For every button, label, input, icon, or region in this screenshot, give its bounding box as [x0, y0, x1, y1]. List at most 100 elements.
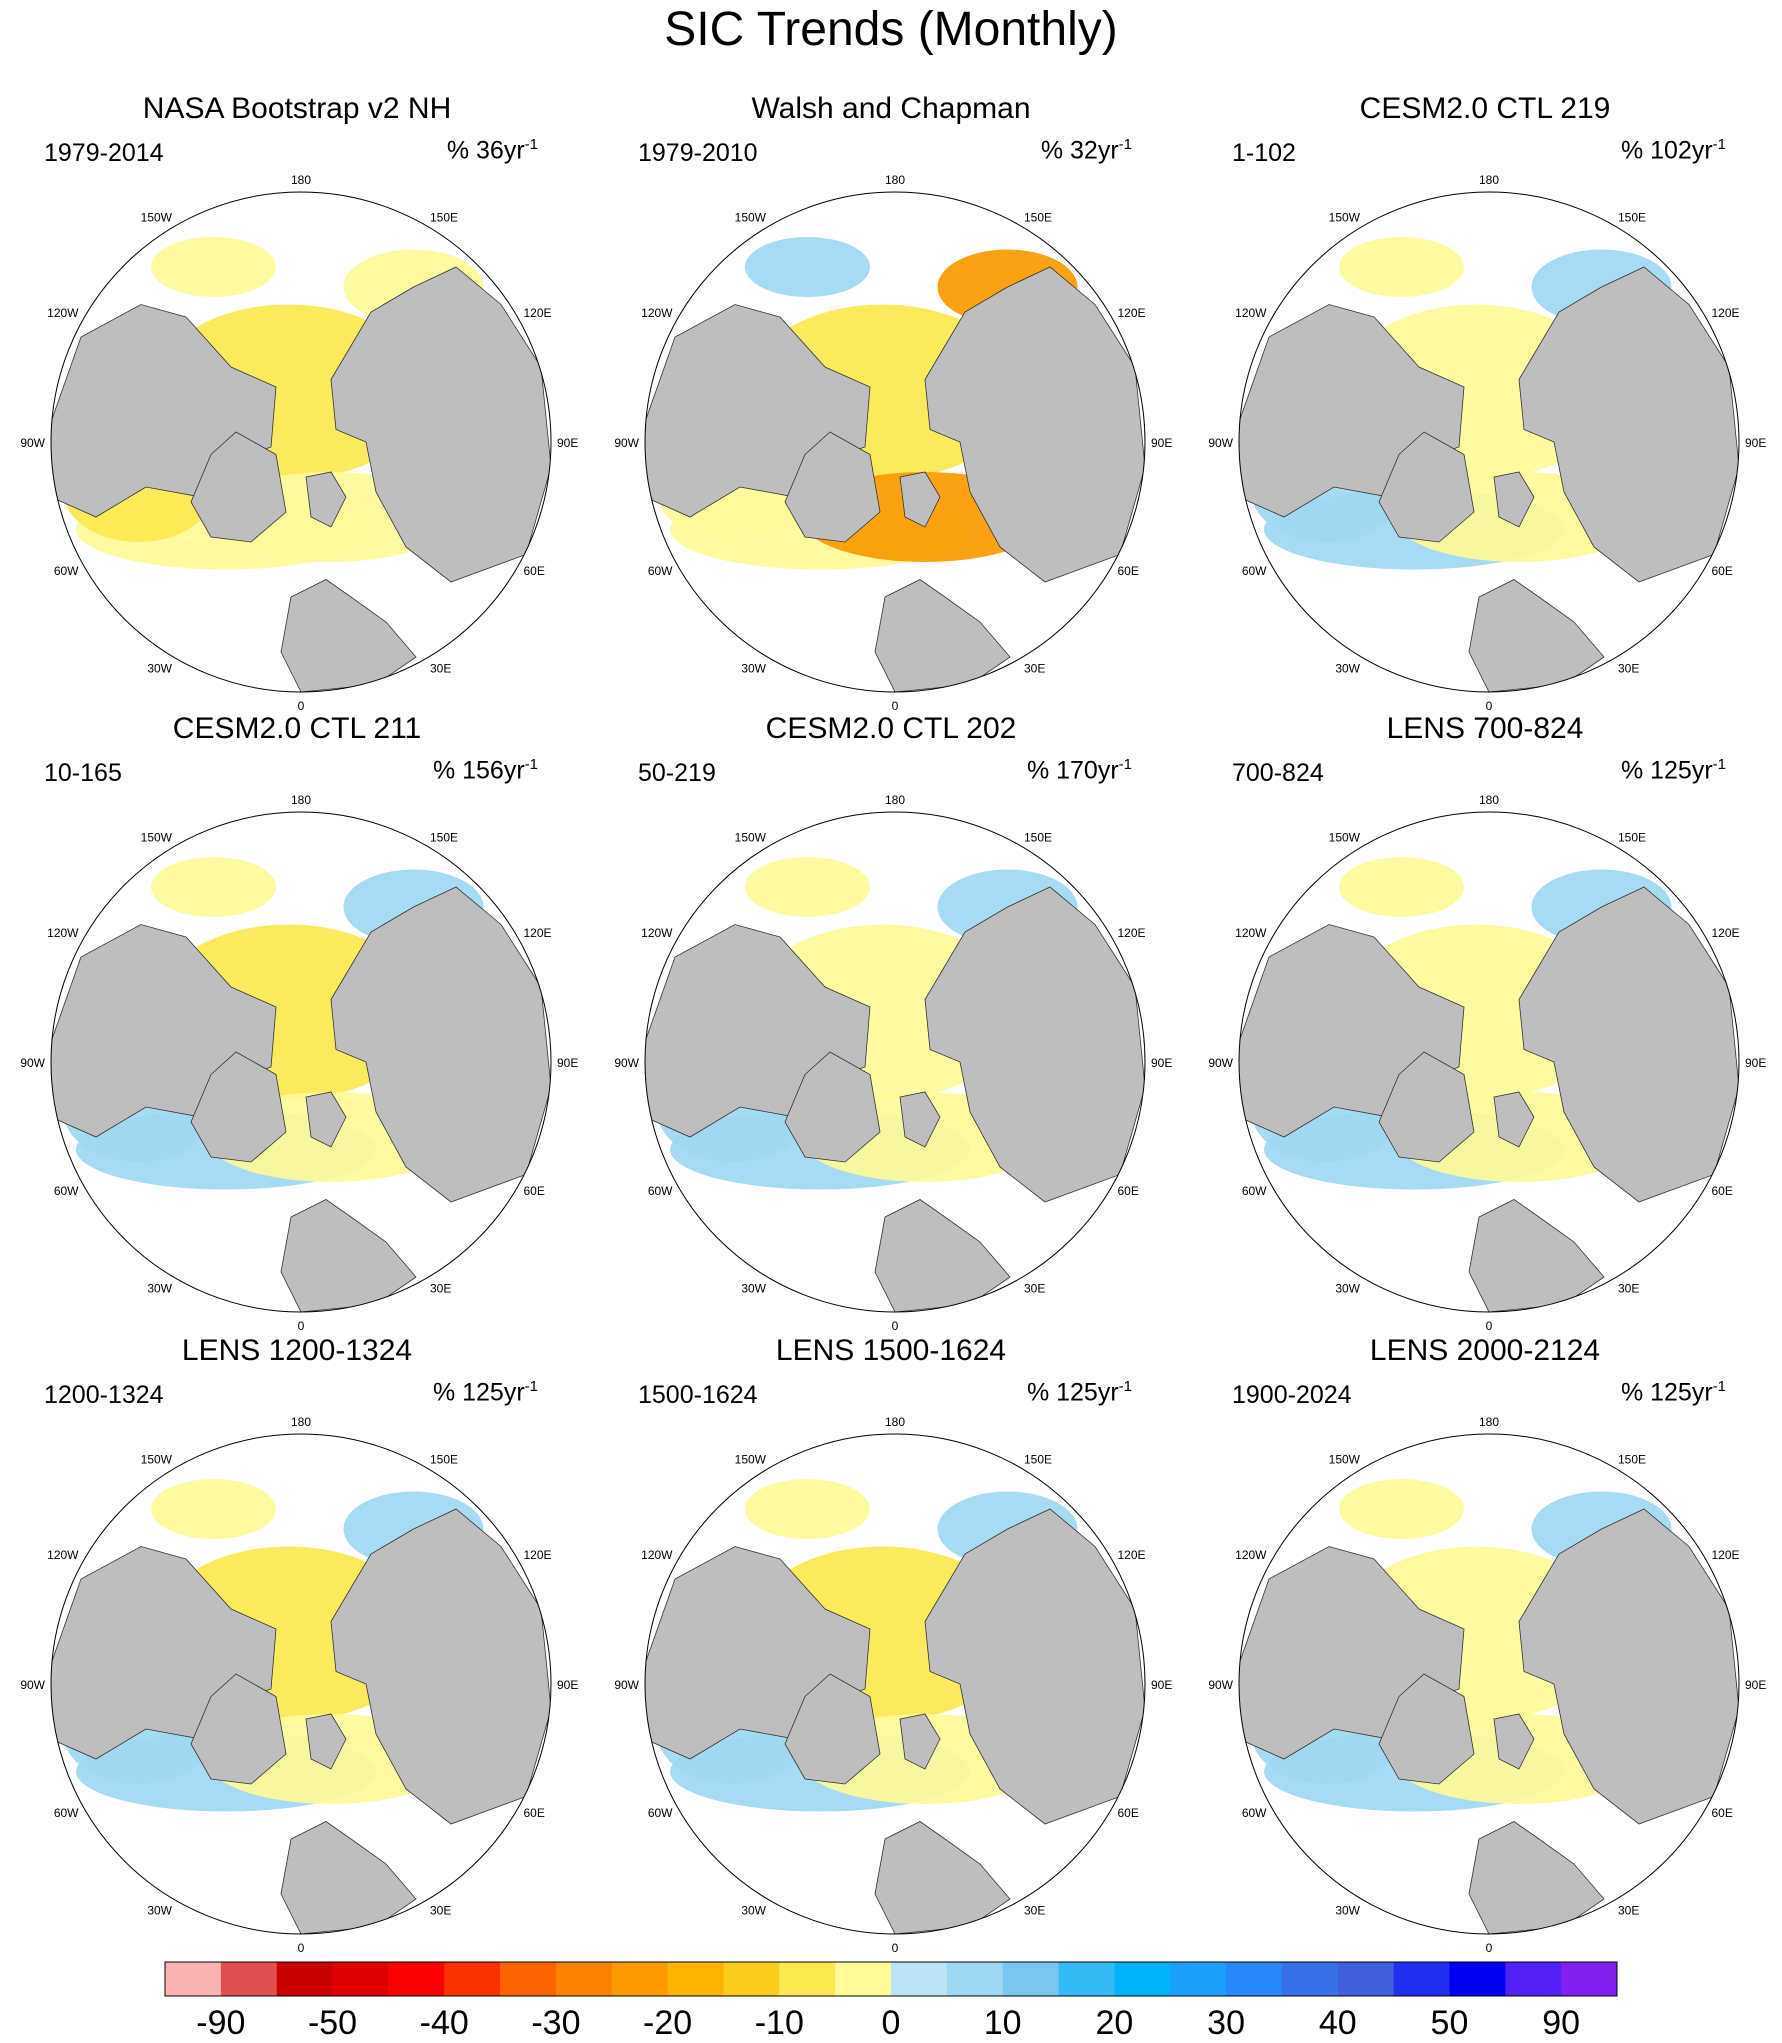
longitude-label: 150W — [735, 831, 767, 845]
land-mass — [784, 1051, 881, 1163]
longitude-label: 180 — [291, 173, 311, 187]
longitude-label: 60W — [1242, 564, 1267, 578]
longitude-label: 60W — [648, 1806, 673, 1820]
land-mass — [924, 886, 1145, 1203]
longitude-label: 30W — [1335, 1282, 1360, 1296]
land-mass — [899, 471, 941, 528]
trend-field — [1339, 1479, 1464, 1539]
panel-units-exponent: -1 — [1118, 756, 1132, 773]
panel-units-text: % 125yr — [1620, 756, 1713, 785]
longitude-label: 90E — [1151, 1056, 1172, 1070]
map-boundary — [50, 1433, 552, 1935]
panel-units-text: % 102yr — [1620, 136, 1713, 165]
land-mass — [899, 1091, 941, 1148]
polar-map: 180 0 90W 90E 150W 150E 120W 120E 60W 60E 30W 30E — [614, 793, 1172, 1332]
colorbar-swatch — [1449, 1962, 1506, 1996]
longitude-label: 150W — [141, 831, 173, 845]
longitude-label: 150W — [141, 1453, 173, 1467]
colorbar-swatch — [555, 1962, 613, 1996]
longitude-label: 30W — [147, 1904, 172, 1918]
colorbar-swatch — [1002, 1962, 1060, 1996]
colorbar-swatch — [835, 1962, 892, 1996]
trend-field — [151, 1479, 276, 1539]
longitude-label: 90W — [1208, 1678, 1233, 1692]
map-panel: CESM2.0 CTL 219 1-102% 102yr-1 180 0 90W 90E 1… — [1188, 92, 1782, 712]
longitude-label: 120E — [524, 306, 552, 320]
panel-units: % 125yr-1 — [433, 1372, 538, 1407]
polar-map: 180 0 90W 90E 150W 150E 120W 120E 60W 60E 30W 30E — [614, 173, 1172, 712]
colorbar-tick-label: -20 — [643, 2004, 692, 2042]
land-mass — [874, 1821, 1011, 1934]
panel-title: CESM2.0 CTL 211 — [172, 712, 422, 745]
colorbar-swatch — [1114, 1962, 1171, 1996]
colorbar-swatch — [388, 1962, 445, 1996]
longitude-label: 90E — [1151, 436, 1172, 450]
longitude-label: 180 — [291, 793, 311, 807]
longitude-label: 150E — [1618, 1453, 1646, 1467]
panel-units: % 102yr-1 — [1621, 130, 1726, 165]
longitude-label: 90E — [1151, 1678, 1172, 1692]
longitude-label: 120W — [1235, 926, 1267, 940]
colorbar-swatch — [1170, 1962, 1227, 1996]
longitude-label: 30W — [741, 1904, 766, 1918]
longitude-label: 60E — [1712, 564, 1733, 578]
land-mass — [1493, 1713, 1535, 1770]
longitude-label: 150E — [1024, 831, 1052, 845]
colorbar-swatch — [779, 1962, 836, 1996]
panel-title: CESM2.0 CTL 219 — [1359, 92, 1611, 125]
panel-units-text: % 125yr — [1620, 1378, 1713, 1407]
longitude-label: 120E — [1118, 306, 1146, 320]
longitude-label: 60W — [54, 1806, 79, 1820]
longitude-label: 180 — [885, 793, 905, 807]
longitude-label: 30W — [147, 662, 172, 676]
panel-period: 50-219 — [638, 759, 716, 787]
map-panel: LENS 1200-1324 1200-1324 % 125yr-1 180 0 90W 9… — [0, 1334, 594, 1954]
longitude-label: 120W — [47, 1548, 79, 1562]
longitude-label: 120W — [47, 306, 79, 320]
land-mass — [1518, 1508, 1739, 1825]
map-panel: LENS 1500-1624 1500-1624 % 125yr-1 180 0 90W 9… — [594, 1334, 1188, 1954]
land-mass — [1378, 431, 1475, 543]
land-mass — [190, 1673, 287, 1785]
colorbar-tick-label: -40 — [420, 2004, 469, 2042]
longitude-label: 180 — [1479, 1415, 1499, 1429]
colorbar-tick-label: -10 — [755, 2004, 804, 2042]
longitude-label: 0 — [1486, 1941, 1493, 1954]
longitude-label: 0 — [1486, 1319, 1493, 1332]
panel-units-text: % 125yr — [432, 1378, 525, 1407]
colorbar-tick-label: 50 — [1431, 2004, 1469, 2042]
longitude-label: 90W — [1208, 436, 1233, 450]
longitude-label: 120W — [1235, 1548, 1267, 1562]
panel-units-exponent: -1 — [1118, 1378, 1132, 1395]
map-boundary — [1238, 811, 1740, 1313]
map-boundary — [50, 811, 552, 1313]
panel-title: LENS 2000-2124 — [1369, 1334, 1601, 1367]
longitude-label: 180 — [1479, 173, 1499, 187]
longitude-label: 90W — [614, 1678, 639, 1692]
panel-units: % 156yr-1 — [433, 750, 538, 785]
panel-units-text: % 125yr — [1026, 1378, 1119, 1407]
panel-period: 1200-1324 — [44, 1381, 164, 1409]
longitude-label: 60W — [54, 1184, 79, 1198]
map-panel: Walsh and Chapman 1979-2010 % 32yr-1 180 0 90… — [594, 92, 1188, 712]
longitude-label: 0 — [298, 1319, 305, 1332]
land-mass — [1378, 1051, 1475, 1163]
colorbar-swatch — [1226, 1962, 1283, 1996]
land-mass — [1378, 1673, 1475, 1785]
longitude-label: 60W — [54, 564, 79, 578]
longitude-label: 150W — [141, 211, 173, 225]
longitude-label: 180 — [885, 173, 905, 187]
colorbar-tick-label: 20 — [1095, 2004, 1133, 2042]
longitude-label: 60E — [1712, 1806, 1733, 1820]
longitude-label: 30E — [430, 1282, 451, 1296]
colorbar-swatch — [1393, 1962, 1450, 1996]
longitude-label: 30E — [1024, 662, 1045, 676]
land-mass — [1468, 579, 1605, 692]
longitude-label: 90E — [1745, 1056, 1766, 1070]
longitude-label: 150W — [735, 1453, 767, 1467]
land-mass — [784, 431, 881, 543]
longitude-label: 180 — [885, 1415, 905, 1429]
longitude-label: 90W — [614, 1056, 639, 1070]
land-mass — [899, 1713, 941, 1770]
